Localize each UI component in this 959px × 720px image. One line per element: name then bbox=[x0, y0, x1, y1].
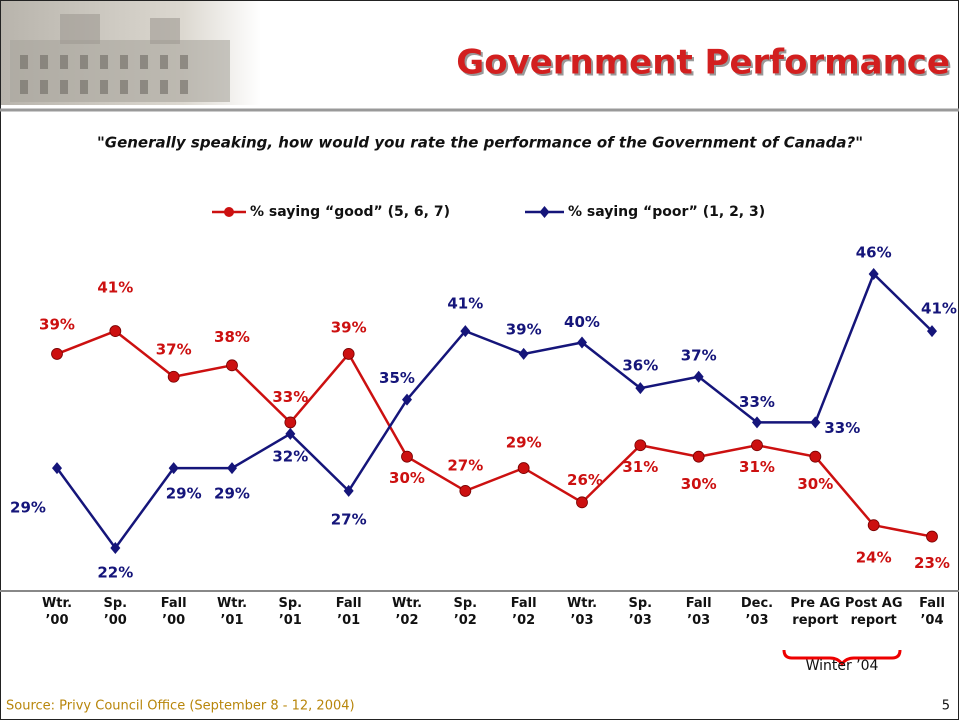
data-label: 24% bbox=[856, 549, 892, 567]
x-tick-label: Wtr. ’01 bbox=[217, 596, 247, 628]
data-label: 29% bbox=[10, 499, 46, 517]
point bbox=[109, 325, 122, 337]
data-label: 23% bbox=[914, 554, 950, 572]
data-label: 27% bbox=[447, 456, 483, 474]
data-label: 27% bbox=[331, 510, 367, 528]
data-label: 37% bbox=[681, 346, 717, 364]
point bbox=[285, 427, 296, 440]
x-tick-label: Wtr. ’00 bbox=[42, 596, 72, 628]
brace bbox=[782, 649, 902, 667]
data-label: 26% bbox=[567, 471, 603, 489]
data-label: 46% bbox=[856, 244, 892, 262]
data-label: 41% bbox=[97, 279, 133, 297]
x-tick-label: Fall ’00 bbox=[161, 596, 187, 628]
x-tick-label: Dec. ’03 bbox=[741, 596, 773, 628]
data-label: 33% bbox=[824, 419, 860, 437]
data-label: 35% bbox=[379, 369, 415, 387]
data-label: 30% bbox=[797, 475, 833, 493]
series-line bbox=[56, 329, 933, 538]
data-label: 31% bbox=[739, 458, 775, 476]
point bbox=[342, 348, 355, 360]
data-label: 31% bbox=[622, 458, 658, 476]
point bbox=[693, 370, 704, 383]
point bbox=[284, 416, 297, 429]
data-label: 37% bbox=[156, 340, 192, 358]
legend-label: % saying “poor” (1, 2, 3) bbox=[568, 204, 765, 220]
legend-label: % saying “good” (5, 6, 7) bbox=[250, 204, 450, 220]
point bbox=[401, 450, 413, 463]
data-label: 41% bbox=[921, 300, 957, 318]
point bbox=[576, 496, 588, 509]
data-label: 40% bbox=[564, 313, 600, 331]
point bbox=[226, 359, 238, 372]
x-tick-label: Sp. ’02 bbox=[454, 596, 478, 628]
x-tick-label: Sp. ’03 bbox=[629, 596, 653, 628]
point bbox=[810, 416, 821, 429]
title-shadow: Government Performance bbox=[458, 45, 952, 85]
point bbox=[402, 393, 412, 406]
point bbox=[517, 462, 530, 474]
x-tick-label: Sp. ’00 bbox=[104, 596, 128, 628]
data-label: 41% bbox=[447, 295, 483, 313]
point bbox=[867, 519, 880, 532]
point bbox=[168, 462, 179, 475]
point bbox=[634, 439, 647, 452]
annotation: Winter ’04 bbox=[806, 658, 879, 674]
point bbox=[926, 530, 938, 543]
point bbox=[227, 462, 237, 475]
legend-marker bbox=[539, 206, 550, 218]
point bbox=[343, 484, 354, 497]
point bbox=[809, 450, 822, 463]
point bbox=[752, 416, 762, 429]
data-label: 36% bbox=[622, 357, 658, 375]
point bbox=[459, 485, 472, 497]
point bbox=[577, 336, 587, 349]
point bbox=[692, 450, 705, 463]
data-label: 33% bbox=[272, 388, 308, 406]
data-label: 29% bbox=[166, 485, 202, 503]
point bbox=[52, 462, 62, 475]
point bbox=[460, 325, 471, 338]
x-tick-label: Pre AG report bbox=[790, 596, 840, 628]
x-tick-label: Sp. ’01 bbox=[279, 596, 303, 628]
point bbox=[868, 268, 879, 280]
legend-marker bbox=[224, 207, 234, 217]
data-label: 30% bbox=[389, 469, 425, 487]
point bbox=[751, 439, 763, 452]
subtitle: "Generally speaking, how would you rate … bbox=[97, 134, 863, 152]
data-label: 39% bbox=[331, 318, 367, 336]
chart-title: Government Performance bbox=[456, 43, 950, 83]
data-label: 33% bbox=[739, 393, 775, 411]
x-tick-label: Wtr. ’02 bbox=[392, 596, 422, 628]
page-number: 5 bbox=[942, 699, 950, 714]
source: Source: Privy Council Office (September … bbox=[6, 699, 355, 714]
x-tick-label: Fall ’01 bbox=[336, 596, 362, 628]
point bbox=[110, 542, 121, 554]
x-tick-label: Wtr. ’03 bbox=[567, 596, 597, 628]
data-label: 39% bbox=[506, 320, 542, 338]
data-label: 30% bbox=[681, 475, 717, 493]
data-label: 39% bbox=[39, 315, 75, 333]
point bbox=[51, 348, 63, 360]
x-tick-label: Post AG report bbox=[845, 596, 903, 628]
data-label: 22% bbox=[97, 564, 133, 582]
series-line bbox=[55, 271, 933, 551]
data-label: 29% bbox=[214, 485, 250, 503]
point bbox=[635, 382, 646, 395]
point bbox=[167, 370, 180, 383]
x-tick-label: Fall ’02 bbox=[511, 596, 537, 628]
data-label: 32% bbox=[272, 447, 308, 465]
x-tick-label: Fall ’04 bbox=[919, 596, 945, 628]
data-label: 29% bbox=[506, 434, 542, 452]
point bbox=[927, 325, 937, 338]
header-photo bbox=[1, 1, 261, 105]
point bbox=[518, 347, 529, 360]
data-label: 38% bbox=[214, 328, 250, 346]
x-tick-label: Fall ’03 bbox=[686, 596, 712, 628]
